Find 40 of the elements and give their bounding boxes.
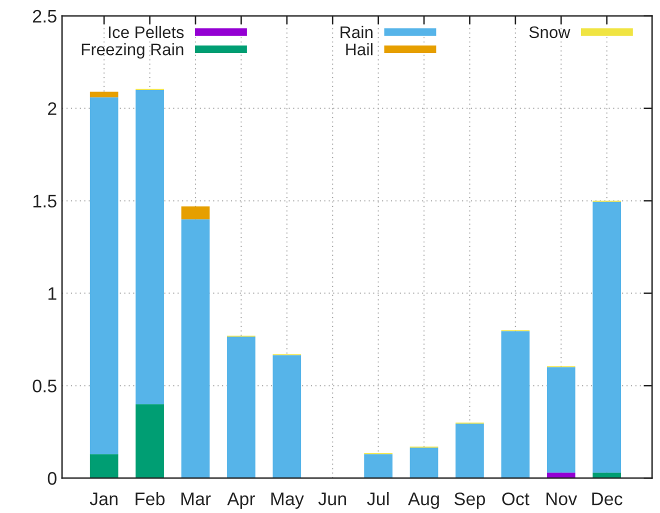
y-tick-label: 2 bbox=[48, 102, 56, 115]
x-tick-label: Jul bbox=[367, 492, 389, 506]
bar bbox=[592, 472, 621, 478]
legend-label: Hail bbox=[346, 43, 372, 56]
y-tick-label: 0.5 bbox=[32, 380, 56, 392]
x-tick-label: Jan bbox=[90, 492, 118, 506]
bar bbox=[456, 424, 484, 478]
y-tick-label: 1.5 bbox=[33, 194, 56, 208]
x-tick-label: Jun bbox=[318, 492, 346, 506]
x-tick-label: Dec bbox=[592, 492, 622, 506]
y-tick-label: 0 bbox=[48, 472, 56, 485]
bar bbox=[592, 202, 621, 473]
x-tick-label: May bbox=[271, 492, 304, 509]
bar bbox=[546, 367, 576, 473]
legend-label: Ice Pellets bbox=[108, 26, 184, 38]
bar bbox=[410, 448, 438, 478]
bar bbox=[181, 206, 210, 220]
x-tick-label: Apr bbox=[227, 492, 255, 509]
y-tick-label: 1 bbox=[48, 287, 56, 300]
bar bbox=[272, 355, 302, 478]
x-tick-label: Feb bbox=[136, 492, 165, 506]
legend-label: Freezing Rain bbox=[82, 43, 184, 59]
x-tick-label: Aug bbox=[408, 492, 439, 509]
legend-label: Rain bbox=[340, 26, 372, 38]
bar bbox=[227, 336, 256, 478]
x-tick-label: Nov bbox=[546, 492, 578, 506]
x-tick-label: Oct bbox=[502, 492, 530, 506]
bar bbox=[136, 404, 164, 478]
bar bbox=[501, 331, 530, 478]
bar bbox=[90, 454, 118, 478]
bar bbox=[181, 219, 210, 478]
x-tick-label: Mar bbox=[181, 492, 211, 506]
bar bbox=[546, 472, 576, 478]
bar bbox=[136, 90, 164, 404]
bar bbox=[364, 454, 392, 478]
legend-label: Snow bbox=[529, 26, 570, 38]
bar bbox=[90, 92, 118, 98]
x-tick-label: Sep bbox=[454, 492, 486, 509]
y-tick-label: 2.5 bbox=[32, 10, 56, 23]
bar bbox=[90, 97, 118, 454]
